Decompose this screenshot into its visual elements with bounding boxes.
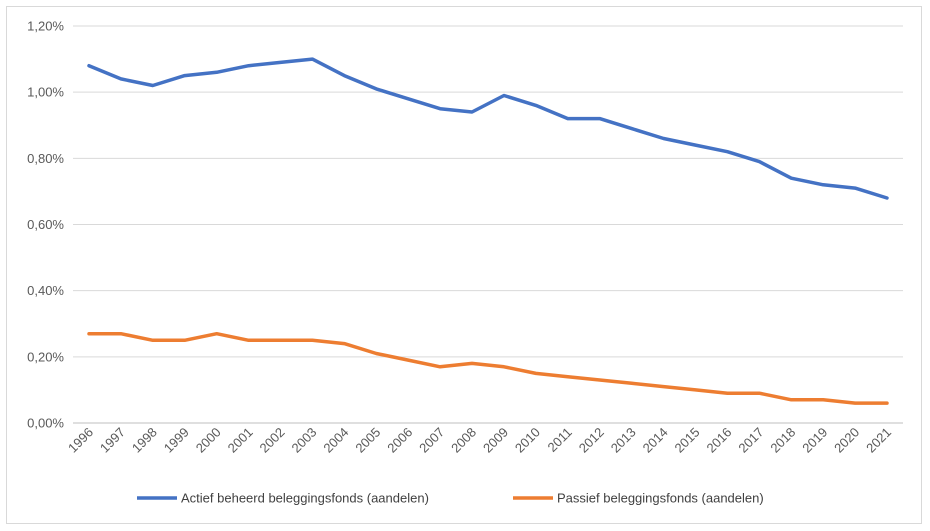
x-tick-label: 2019: [799, 425, 830, 456]
x-tick-label: 2005: [352, 425, 383, 456]
gridlines: [73, 25, 903, 424]
x-tick-label: 2003: [288, 425, 319, 456]
x-axis-ticks: 1996 1997 1998 1999 2000 2001 2002 2003 2004 2005…: [65, 425, 894, 456]
x-tick-label: 2001: [225, 425, 256, 456]
x-tick-label: 2017: [735, 425, 766, 456]
y-tick-label: 0,80%: [27, 151, 64, 166]
legend-label: Passief beleggingsfonds (aandelen): [557, 491, 764, 506]
y-tick-label: 0,40%: [27, 283, 64, 298]
x-tick-label: 1997: [97, 425, 128, 456]
x-tick-label: 2009: [480, 425, 511, 456]
x-tick-label: 2015: [672, 425, 703, 456]
x-tick-label: 2011: [545, 425, 575, 455]
x-tick-label: 2014: [640, 425, 671, 456]
x-tick-label: 2018: [767, 425, 798, 456]
y-axis-ticks: 0,00% 0,20% 0,40% 0,60% 0,80% 1,00% 1,20%: [27, 19, 64, 431]
x-tick-label: 2013: [608, 425, 639, 456]
series-line-actief: [87, 57, 889, 200]
x-tick-label: 2021: [863, 425, 894, 456]
y-tick-label: 0,00%: [27, 416, 64, 431]
x-tick-label: 2007: [416, 425, 447, 456]
x-tick-label: 2002: [257, 425, 288, 456]
x-tick-label: 2008: [448, 425, 479, 456]
y-tick-label: 1,20%: [27, 19, 64, 34]
x-tick-label: 2010: [512, 425, 543, 456]
x-tick-label: 2004: [320, 425, 351, 456]
x-tick-label: 1998: [129, 425, 160, 456]
series-lines: [87, 57, 889, 405]
y-tick-label: 0,60%: [27, 217, 64, 232]
x-tick-label: 2006: [384, 425, 415, 456]
y-tick-label: 1,00%: [27, 85, 64, 100]
x-tick-label: 1999: [161, 425, 192, 456]
legend-label: Actief beheerd beleggingsfonds (aandelen…: [181, 491, 429, 506]
x-tick-label: 1996: [65, 425, 96, 456]
x-tick-label: 2000: [193, 425, 224, 456]
y-tick-label: 0,20%: [27, 349, 64, 364]
series-line-passief: [87, 331, 889, 405]
x-tick-label: 2012: [576, 425, 607, 456]
legend: Actief beheerd beleggingsfonds (aandelen…: [137, 491, 764, 506]
x-tick-label: 2016: [703, 425, 734, 456]
x-tick-label: 2020: [831, 425, 862, 456]
